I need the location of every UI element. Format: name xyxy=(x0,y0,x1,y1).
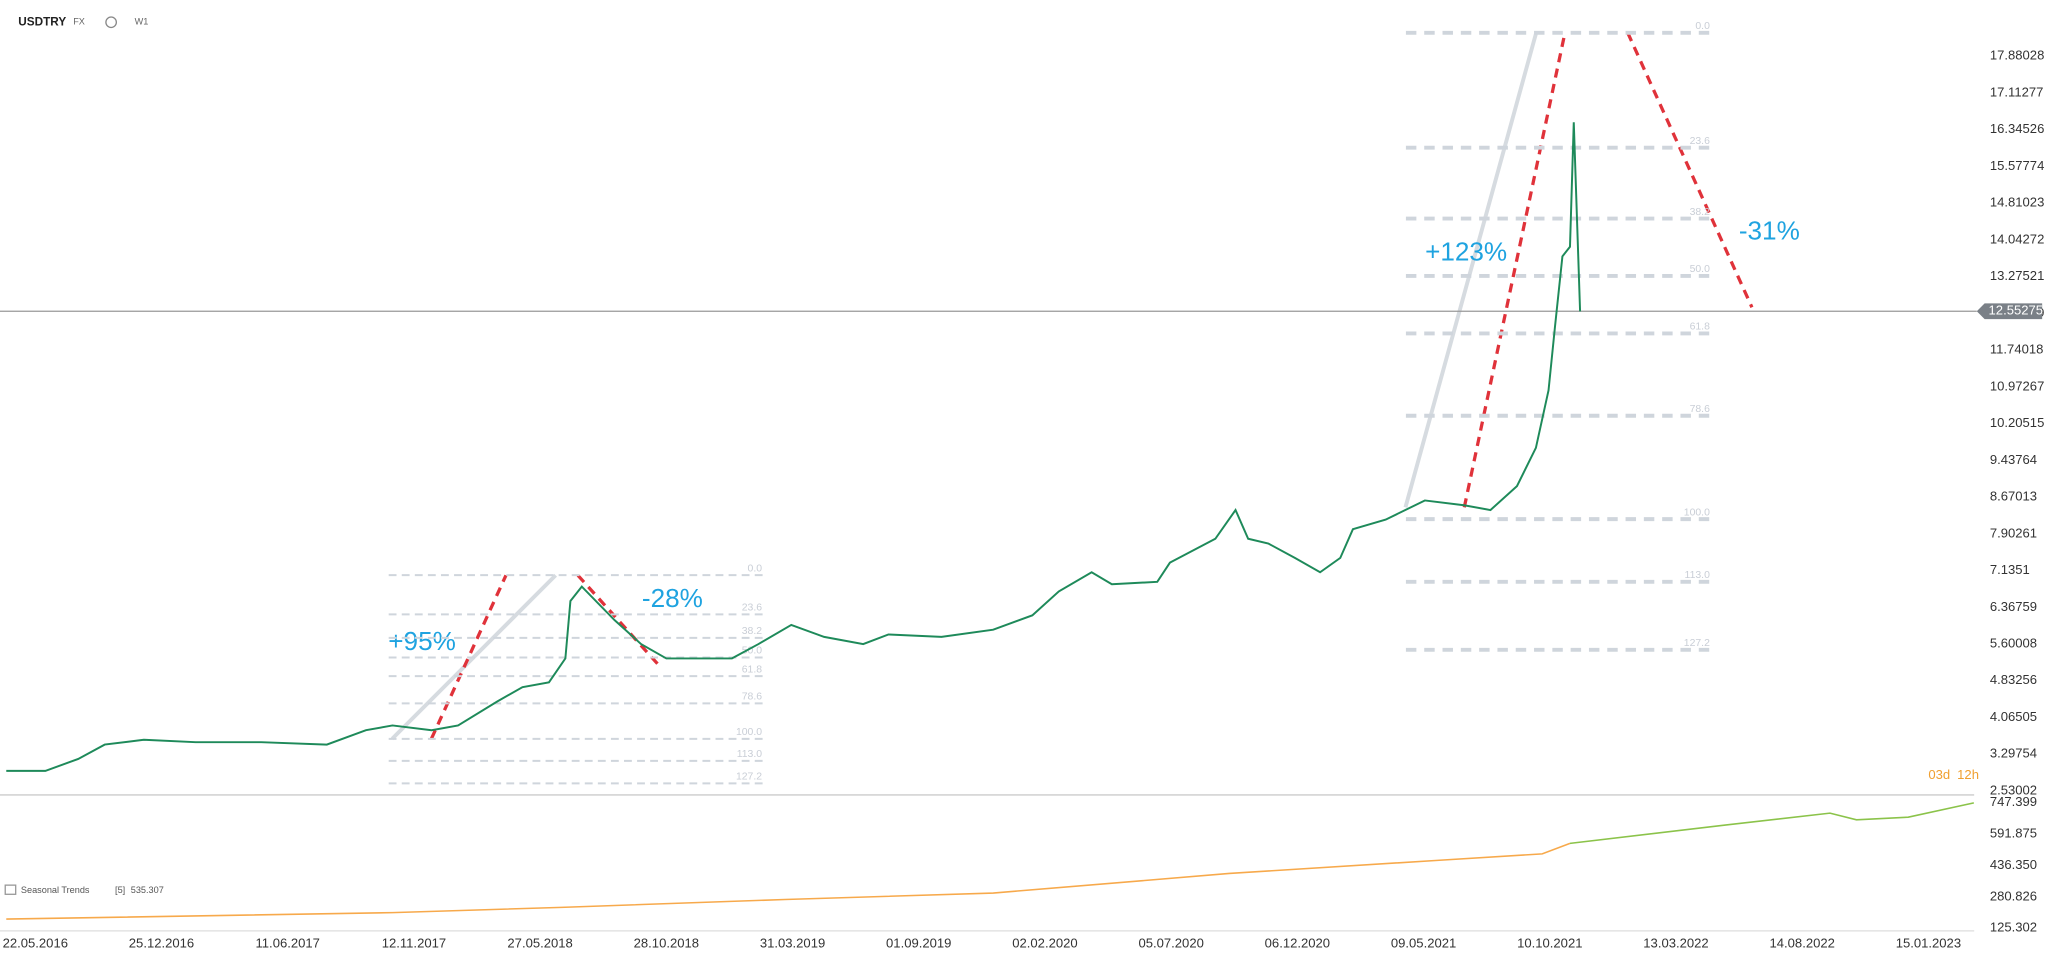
fib-label: 127.2 xyxy=(1684,638,1710,649)
indicator-line xyxy=(6,842,1571,920)
market: FX xyxy=(73,17,85,27)
fib-label: 61.8 xyxy=(742,664,763,675)
indicator-name: Seasonal Trends xyxy=(21,885,90,895)
y-tick-label: 14.04272 xyxy=(1990,231,2044,246)
indicator-tick-label: 280.826 xyxy=(1990,888,2037,903)
interval[interactable]: W1 xyxy=(135,17,149,27)
fib-label: 0.0 xyxy=(1695,21,1710,32)
y-tick-label: 13.27521 xyxy=(1990,268,2044,283)
countdown-days: 03d xyxy=(1928,767,1950,782)
y-tick-label: 4.06505 xyxy=(1990,709,2037,724)
annotation: -28% xyxy=(642,583,703,613)
last-price-label: 12.55275 xyxy=(1989,303,2043,318)
x-tick-label: 14.08.2022 xyxy=(1770,935,1835,950)
x-tick-label: 27.05.2018 xyxy=(507,935,572,950)
x-tick-label: 22.05.2016 xyxy=(3,935,68,950)
y-tick-label: 6.36759 xyxy=(1990,599,2037,614)
x-tick-label: 05.07.2020 xyxy=(1138,935,1203,950)
y-tick-label: 7.1351 xyxy=(1990,562,2030,577)
fib-label: 38.2 xyxy=(1690,207,1711,218)
x-tick-label: 10.10.2021 xyxy=(1517,935,1582,950)
fib-label: 23.6 xyxy=(742,603,763,614)
price-line xyxy=(6,122,1582,772)
x-tick-label: 12.11.2017 xyxy=(382,935,446,950)
x-tick-label: 11.06.2017 xyxy=(256,935,320,950)
indicator-tick-label: 591.875 xyxy=(1990,826,2037,841)
fib-label: 50.0 xyxy=(742,646,763,657)
y-tick-label: 2.53002 xyxy=(1990,782,2037,797)
x-tick-label: 06.12.2020 xyxy=(1265,935,1330,950)
x-tick-label: 31.03.2019 xyxy=(760,935,825,950)
x-tick-label: 13.03.2022 xyxy=(1643,935,1708,950)
fib-label: 38.2 xyxy=(742,626,763,637)
x-tick-label: 28.10.2018 xyxy=(634,935,699,950)
indicator-value: 535.307 xyxy=(131,885,164,895)
projection-lines xyxy=(429,32,1754,740)
indicator-tick-label: 125.302 xyxy=(1990,920,2037,935)
fib-label: 23.6 xyxy=(1690,136,1711,147)
fib-label: 100.0 xyxy=(1684,507,1710,518)
y-tick-label: 10.97267 xyxy=(1990,378,2044,393)
y-tick-label: 5.60008 xyxy=(1990,636,2037,651)
x-tick-label: 02.02.2020 xyxy=(1012,935,1077,950)
fib-label: 113.0 xyxy=(1685,570,1711,581)
indicator-tick-label: 436.350 xyxy=(1990,857,2037,872)
y-tick-label: 10.20515 xyxy=(1990,415,2044,430)
fib-label: 100.0 xyxy=(736,727,762,738)
x-tick-label: 01.09.2019 xyxy=(886,935,951,950)
x-tick-label: 09.05.2021 xyxy=(1391,935,1456,950)
countdown-hours: 12h xyxy=(1957,767,1979,782)
y-tick-label: 11.74018 xyxy=(1990,342,2044,357)
info-icon[interactable] xyxy=(105,16,118,29)
y-tick-label: 9.43764 xyxy=(1990,452,2037,467)
annotation: +123% xyxy=(1425,237,1507,267)
y-tick-label: 16.34526 xyxy=(1990,121,2044,136)
y-tick-label: 17.11277 xyxy=(1990,84,2044,99)
y-tick-label: 17.88028 xyxy=(1990,48,2044,63)
fib-label: 0.0 xyxy=(748,563,763,574)
y-tick-label: 15.57774 xyxy=(1990,158,2044,173)
fib-label: 127.2 xyxy=(736,772,762,783)
indicator-tick-label: 747.399 xyxy=(1990,794,2037,809)
indicator-params: [5] xyxy=(115,885,125,895)
fib-label: 50.0 xyxy=(1690,264,1711,275)
last-price-tag xyxy=(1976,303,2043,320)
y-tick-label: 7.90261 xyxy=(1990,525,2037,540)
indicator-line xyxy=(1569,802,1975,845)
y-tick-label: 3.29754 xyxy=(1990,746,2037,761)
fib-label: 61.8 xyxy=(1690,322,1711,333)
indicator-icon xyxy=(4,884,17,895)
symbol[interactable]: USDTRY xyxy=(18,15,66,28)
fib-label: 78.6 xyxy=(1690,404,1711,415)
x-tick-label: 15.01.2023 xyxy=(1896,935,1961,950)
annotation: +95% xyxy=(388,626,456,656)
y-tick-label: 8.67013 xyxy=(1990,489,2037,504)
fib-label: 78.6 xyxy=(742,692,763,703)
y-tick-label: 14.81023 xyxy=(1990,195,2044,210)
annotation: -31% xyxy=(1739,216,1800,246)
y-tick-label: 4.83256 xyxy=(1990,672,2037,687)
fib-label: 113.0 xyxy=(737,749,763,760)
x-tick-label: 25.12.2016 xyxy=(129,935,194,950)
